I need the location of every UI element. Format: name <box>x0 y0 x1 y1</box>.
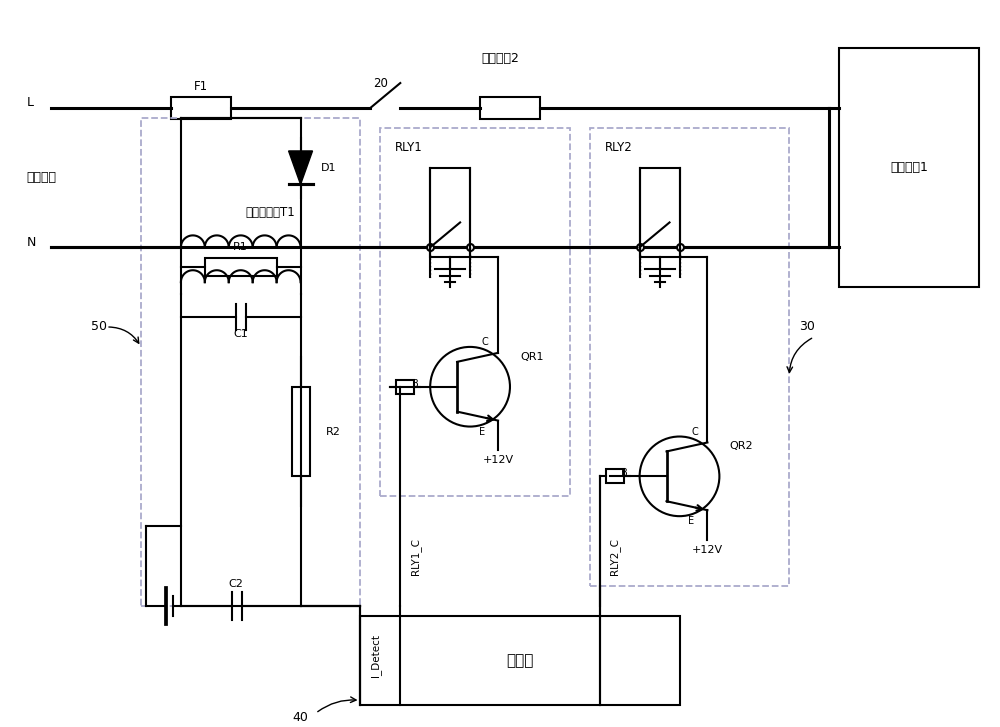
Bar <box>292 387 310 476</box>
Text: QR2: QR2 <box>729 441 753 451</box>
Text: RLY1: RLY1 <box>395 141 423 154</box>
Text: E: E <box>479 427 485 436</box>
Text: R1: R1 <box>233 242 248 252</box>
Text: 交流市电: 交流市电 <box>26 171 56 184</box>
Text: L: L <box>26 97 33 110</box>
Bar <box>396 379 414 394</box>
Bar <box>205 258 277 276</box>
Text: 加热装置1: 加热装置1 <box>890 161 928 174</box>
Text: RLY2: RLY2 <box>605 141 632 154</box>
Text: 40: 40 <box>293 711 308 724</box>
Text: B: B <box>412 379 419 389</box>
Text: C: C <box>691 427 698 436</box>
Bar <box>606 470 624 483</box>
Text: +12V: +12V <box>482 455 514 465</box>
Text: B: B <box>621 468 628 478</box>
Text: E: E <box>688 516 695 526</box>
Text: N: N <box>26 236 36 249</box>
Bar <box>640 168 680 257</box>
Text: 电流互感器T1: 电流互感器T1 <box>246 206 296 219</box>
Text: RLY1_C: RLY1_C <box>410 537 421 574</box>
Bar <box>171 97 231 119</box>
Text: RLY2_C: RLY2_C <box>609 537 620 574</box>
Text: F1: F1 <box>194 79 208 92</box>
Text: 20: 20 <box>373 76 388 89</box>
Bar <box>839 48 979 287</box>
Text: 温控开关2: 温控开关2 <box>481 52 519 65</box>
Text: QR1: QR1 <box>520 352 543 362</box>
Text: 单片机: 单片机 <box>506 653 534 668</box>
Bar <box>360 616 680 705</box>
Text: +12V: +12V <box>692 545 723 555</box>
Bar <box>480 97 540 119</box>
Text: C2: C2 <box>228 579 243 589</box>
Text: R2: R2 <box>325 427 340 436</box>
Text: 50: 50 <box>91 321 107 334</box>
Bar <box>430 168 470 257</box>
Polygon shape <box>289 151 313 185</box>
Text: D1: D1 <box>320 163 336 173</box>
Text: I_Detect: I_Detect <box>370 634 381 677</box>
Text: C: C <box>482 337 488 347</box>
Text: 30: 30 <box>799 321 815 334</box>
Text: C1: C1 <box>233 329 248 339</box>
